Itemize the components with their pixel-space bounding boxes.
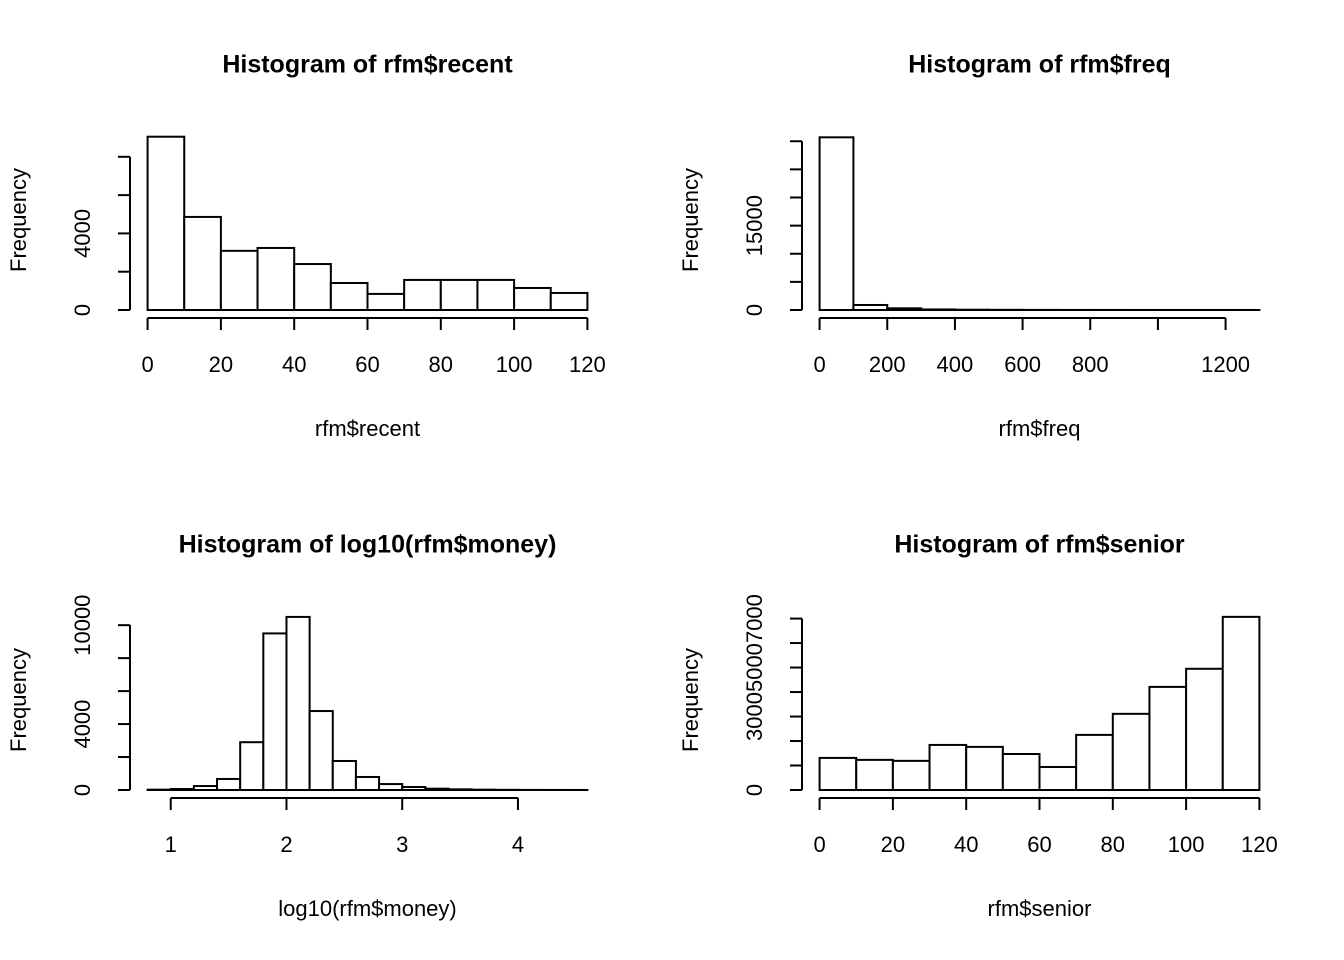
histogram-bar	[852, 303, 889, 311]
histogram-bar	[1221, 615, 1261, 791]
y-tick-label: 5000	[742, 643, 767, 692]
histogram-bar	[920, 308, 956, 311]
x-tick-label: 200	[869, 352, 906, 377]
histogram-bar	[1038, 765, 1078, 792]
histogram-bar	[219, 249, 259, 311]
histogram-bar	[403, 278, 442, 311]
x-axis-label: rfm$senior	[988, 896, 1092, 921]
x-axis-label: log10(rfm$money)	[278, 896, 457, 921]
histogram-bar	[1185, 667, 1224, 791]
histogram-bar	[928, 743, 968, 792]
y-tick-label: 0	[70, 304, 95, 316]
histogram-bar	[476, 278, 516, 311]
histogram-bar	[1111, 712, 1151, 791]
chart-title: Histogram of rfm$senior	[894, 531, 1185, 559]
x-tick-label: 40	[282, 352, 306, 377]
y-axis-label: Frequency	[678, 648, 703, 752]
x-tick-label: 20	[881, 832, 905, 857]
y-axis-label: Frequency	[678, 168, 703, 272]
x-tick-label: 80	[1101, 832, 1125, 857]
x-axis-label: rfm$freq	[999, 416, 1081, 441]
x-tick-label: 3	[396, 832, 408, 857]
histogram-bar	[378, 783, 404, 791]
histogram-bar	[401, 786, 427, 791]
histogram-bar	[424, 787, 450, 792]
chart-title: Histogram of rfm$freq	[908, 51, 1171, 79]
histogram-bar	[256, 246, 296, 311]
histogram-bar	[293, 263, 332, 311]
histogram-bar	[366, 292, 406, 311]
y-tick-label: 4000	[70, 700, 95, 749]
x-tick-label: 120	[569, 352, 606, 377]
x-tick-label: 60	[1027, 832, 1051, 857]
histogram-bar	[886, 307, 923, 311]
histogram-bar	[447, 788, 473, 791]
x-tick-label: 600	[1004, 352, 1041, 377]
histogram-bar	[549, 291, 589, 312]
histogram-bar	[192, 785, 219, 791]
histogram-bar	[146, 135, 186, 311]
histogram-bar	[169, 788, 195, 791]
histogram-bar	[183, 215, 222, 311]
x-tick-label: 4	[512, 832, 524, 857]
y-tick-label: 15000	[742, 195, 767, 256]
histogram-bar	[891, 759, 931, 791]
y-axis-label: Frequency	[6, 648, 31, 752]
x-tick-label: 1	[165, 832, 177, 857]
histogram-bar	[239, 741, 265, 792]
y-tick-label: 3000	[742, 692, 767, 741]
x-tick-label: 0	[813, 832, 825, 857]
histogram-bar	[1075, 733, 1114, 791]
histogram-bar	[965, 745, 1004, 791]
histogram-bar	[439, 278, 479, 311]
x-tick-label: 100	[496, 352, 533, 377]
histogram-bar	[1148, 685, 1188, 791]
y-axis-label: Frequency	[6, 168, 31, 272]
x-tick-label: 20	[209, 352, 233, 377]
histogram-bar	[308, 710, 334, 791]
x-tick-label: 2	[280, 832, 292, 857]
histogram-bar	[262, 632, 288, 792]
y-tick-label: 0	[70, 784, 95, 796]
histogram-bar	[329, 282, 369, 311]
x-tick-label: 0	[141, 352, 153, 377]
histogram-bar	[285, 615, 311, 792]
histogram-bar	[354, 775, 381, 792]
y-tick-label: 4000	[70, 209, 95, 258]
y-tick-label: 10000	[70, 595, 95, 656]
x-tick-label: 60	[355, 352, 379, 377]
x-tick-label: 80	[429, 352, 453, 377]
chart-title: Histogram of log10(rfm$money)	[179, 531, 557, 559]
y-tick-label: 0	[742, 304, 767, 316]
histogram-bar	[818, 756, 858, 792]
x-tick-label: 400	[937, 352, 974, 377]
chart-title: Histogram of rfm$recent	[222, 51, 513, 79]
histogram-bar	[216, 777, 242, 792]
x-tick-label: 100	[1168, 832, 1205, 857]
y-tick-label: 7000	[742, 594, 767, 643]
histogram-bar	[855, 758, 894, 792]
x-tick-label: 800	[1072, 352, 1109, 377]
y-tick-label: 0	[742, 784, 767, 796]
histogram-bar	[818, 136, 855, 311]
histogram-bar	[1001, 753, 1041, 791]
x-tick-label: 120	[1241, 832, 1278, 857]
x-tick-label: 0	[813, 352, 825, 377]
histogram-bar	[331, 759, 357, 792]
x-axis-label: rfm$recent	[315, 416, 420, 441]
histogram-bar	[513, 286, 552, 312]
x-tick-label: 40	[954, 832, 978, 857]
x-tick-label: 1200	[1201, 352, 1250, 377]
